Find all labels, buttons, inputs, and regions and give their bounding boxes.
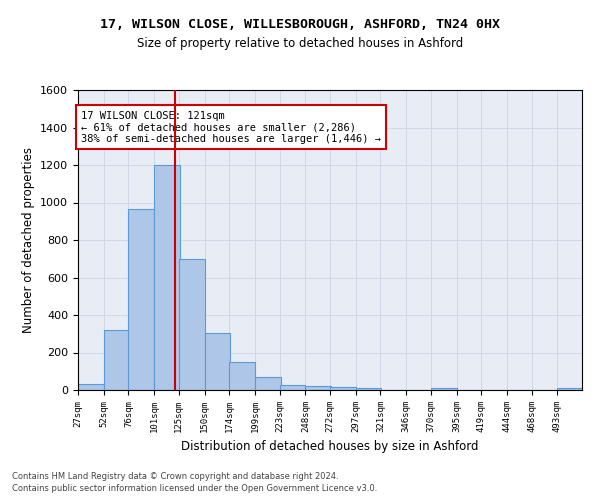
Bar — [557, 388, 583, 390]
Text: 17 WILSON CLOSE: 121sqm
← 61% of detached houses are smaller (2,286)
38% of semi: 17 WILSON CLOSE: 121sqm ← 61% of detache… — [81, 110, 381, 144]
Bar — [330, 387, 356, 390]
Bar — [305, 386, 331, 390]
Bar — [280, 385, 305, 390]
Bar — [255, 377, 281, 390]
Bar — [229, 362, 255, 390]
Bar — [104, 330, 130, 390]
Text: Contains public sector information licensed under the Open Government Licence v3: Contains public sector information licen… — [12, 484, 377, 493]
Bar — [154, 165, 180, 390]
Bar — [78, 384, 104, 390]
Bar — [179, 259, 205, 390]
Bar — [356, 388, 382, 390]
Y-axis label: Number of detached properties: Number of detached properties — [22, 147, 35, 333]
Text: Size of property relative to detached houses in Ashford: Size of property relative to detached ho… — [137, 38, 463, 51]
Bar — [205, 333, 230, 390]
Text: 17, WILSON CLOSE, WILLESBOROUGH, ASHFORD, TN24 0HX: 17, WILSON CLOSE, WILLESBOROUGH, ASHFORD… — [100, 18, 500, 30]
Bar — [431, 388, 457, 390]
Bar — [128, 209, 154, 390]
Text: Contains HM Land Registry data © Crown copyright and database right 2024.: Contains HM Land Registry data © Crown c… — [12, 472, 338, 481]
X-axis label: Distribution of detached houses by size in Ashford: Distribution of detached houses by size … — [181, 440, 479, 454]
